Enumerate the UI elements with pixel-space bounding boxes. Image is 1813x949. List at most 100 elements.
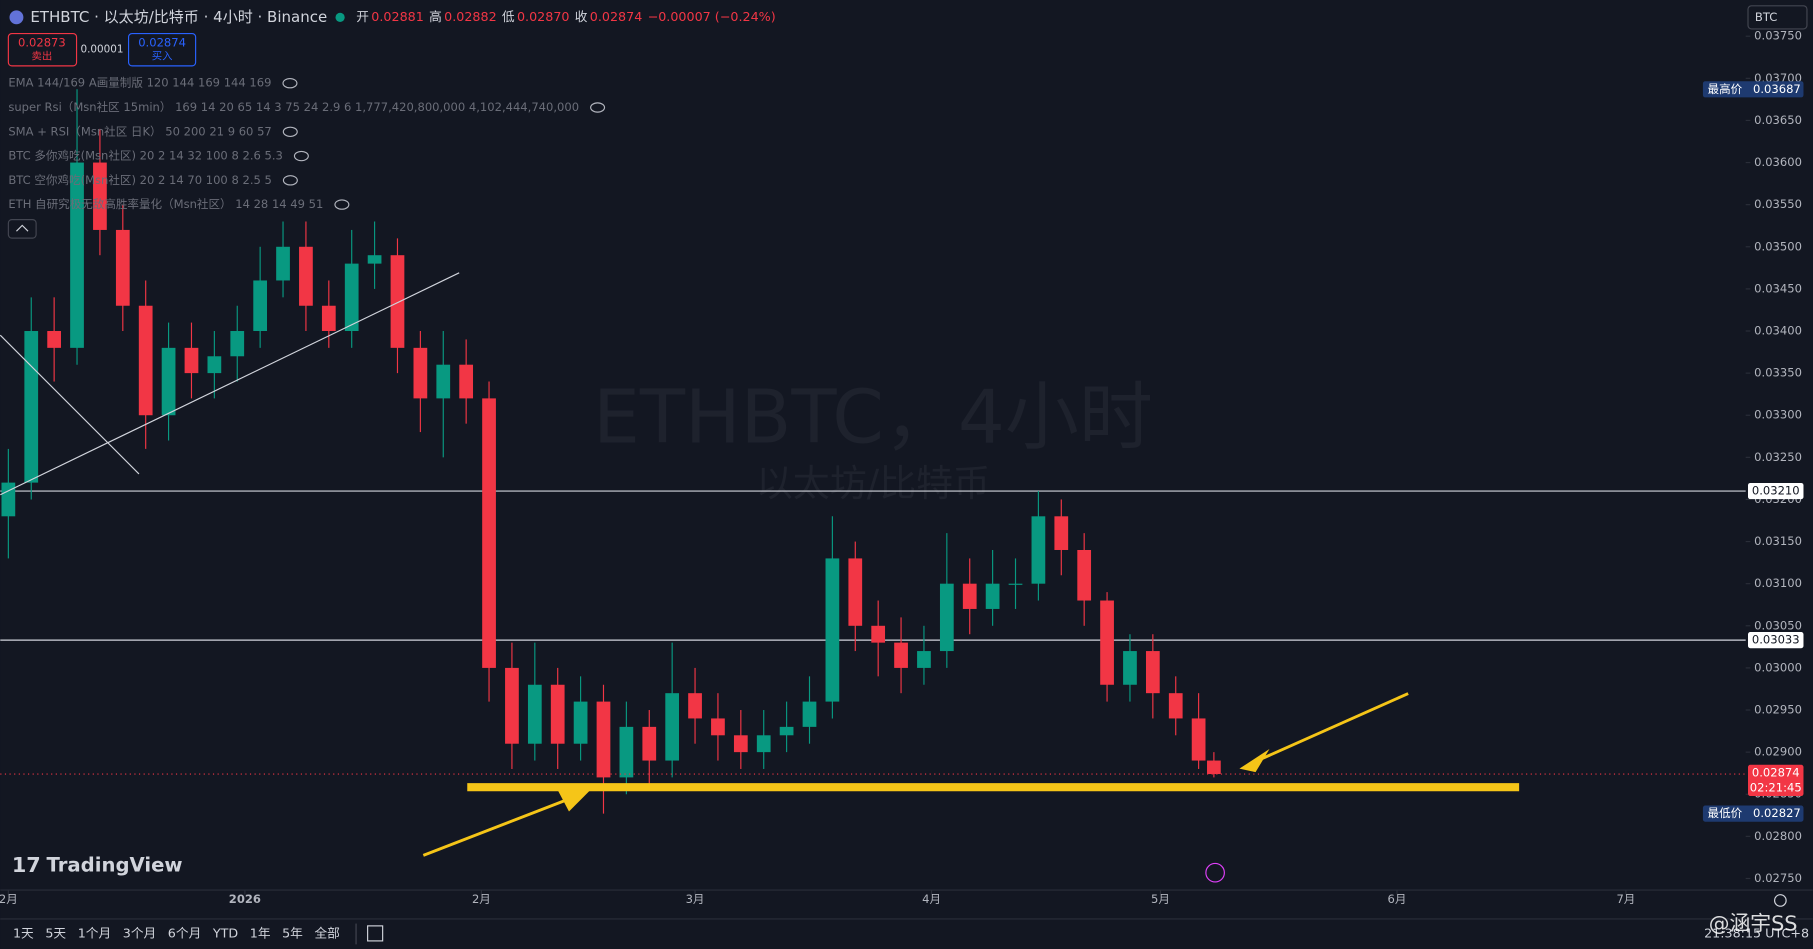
candle-body xyxy=(985,583,1000,609)
ohlc-value: 0.02882 xyxy=(444,9,497,24)
candle-body xyxy=(505,667,519,744)
x-tick-label: 2月 xyxy=(472,892,491,906)
range-button[interactable]: 5年 xyxy=(282,925,303,940)
ohlc: 开 0.02881 高 0.02882 低 0.02870 收 0.02874 −0.00007… xyxy=(356,9,775,24)
y-tick-label: 0.03050 xyxy=(1754,618,1802,632)
toolbar: 1天 5天 1个月 3个月 6个月 YTD 1年 5年 全部 xyxy=(13,923,384,945)
event-icon[interactable] xyxy=(1205,862,1225,883)
candle-body xyxy=(688,693,702,719)
y-tick-label: 0.03750 xyxy=(1754,29,1802,43)
candle-body xyxy=(413,347,428,399)
range-button[interactable]: 1天 xyxy=(13,925,34,940)
logo-text: TradingView xyxy=(47,853,183,876)
candle-body xyxy=(70,162,84,348)
visibility-icon[interactable] xyxy=(590,102,606,113)
countdown: 02:21:45 xyxy=(1750,780,1802,794)
logo: 17 xyxy=(12,853,41,877)
candle-body xyxy=(47,331,62,348)
y-tick-label: 0.03650 xyxy=(1754,113,1802,127)
status-dot xyxy=(335,12,345,22)
sell-price[interactable]: 0.02873 xyxy=(18,35,66,49)
candle-body xyxy=(1100,600,1114,685)
candle-body xyxy=(161,347,176,416)
candle-body xyxy=(299,246,313,306)
sell-button[interactable] xyxy=(7,32,78,67)
visibility-icon[interactable] xyxy=(282,126,298,137)
buy-button[interactable] xyxy=(127,32,197,67)
candle-body xyxy=(230,331,245,357)
candle-body xyxy=(1168,693,1183,719)
candle-body xyxy=(802,701,817,727)
range-button[interactable]: YTD xyxy=(212,925,239,940)
watermark: ETHBTC，4小时 xyxy=(593,374,1153,460)
visibility-icon[interactable] xyxy=(282,175,298,186)
buy-price[interactable]: 0.02874 xyxy=(138,35,186,49)
credit: @涵宇SS xyxy=(1709,912,1798,936)
candle-body xyxy=(1123,651,1137,685)
candle-body xyxy=(367,255,382,264)
indicator: super Rsi（Msn社区 15min） 169 14 20 65 14 3… xyxy=(8,100,579,114)
candle-body xyxy=(825,558,840,702)
candle-body xyxy=(390,255,405,348)
y-tick-label: 0.03500 xyxy=(1754,239,1802,253)
range-button[interactable]: 1个月 xyxy=(78,925,112,940)
range-button[interactable]: 5天 xyxy=(45,925,66,940)
x-tick-label: 2月 xyxy=(0,892,18,906)
spread: 0.00001 xyxy=(81,44,124,56)
buy-label[interactable]: 买入 xyxy=(152,51,173,63)
arrow-head xyxy=(557,789,590,812)
trend-line xyxy=(0,272,460,496)
indicator: BTC 多你鸡吃(Msn社区) 20 2 14 32 100 8 2.6 5.3 xyxy=(8,149,283,163)
x-tick-label: 5月 xyxy=(1151,892,1170,906)
currency-select[interactable] xyxy=(1747,5,1808,30)
high_marker-label: 最高价 xyxy=(1708,82,1743,96)
candle-body xyxy=(894,642,908,668)
visibility-icon[interactable] xyxy=(282,78,298,89)
y-tick-label: 0.03100 xyxy=(1754,576,1802,590)
collapse-button[interactable] xyxy=(7,219,37,239)
candle-body xyxy=(871,625,886,643)
candle-body xyxy=(733,735,748,753)
arrow xyxy=(422,798,568,857)
candle-body xyxy=(619,726,634,778)
date-range-icon[interactable] xyxy=(367,925,384,942)
candle-body xyxy=(527,684,542,744)
visibility-icon[interactable] xyxy=(293,150,309,162)
range-button[interactable]: 3个月 xyxy=(123,925,157,940)
currency[interactable]: BTC xyxy=(1755,10,1777,24)
candle-body xyxy=(550,684,565,744)
y-tick-label: 0.02900 xyxy=(1754,745,1802,759)
low_marker-box xyxy=(1702,805,1804,822)
range-button[interactable]: 1年 xyxy=(250,925,271,940)
candle-body xyxy=(344,263,359,332)
x-tick-label: 2026 xyxy=(229,892,261,906)
low_marker-value: 0.02827 xyxy=(1753,806,1801,820)
y-tick-label: 0.03000 xyxy=(1754,660,1802,674)
ohlc-label: 收 xyxy=(575,9,588,24)
candle-body xyxy=(436,364,451,399)
candle-body xyxy=(207,356,222,374)
ohlc-label: 低 xyxy=(502,9,515,24)
candle-body xyxy=(1207,760,1221,775)
candle-body xyxy=(711,718,725,736)
indicators: EMA 144/169 A画量制版 120 144 169 144 169 sup… xyxy=(8,76,606,211)
indicator: EMA 144/169 A画量制版 120 144 169 144 169 xyxy=(8,76,271,90)
change: −0.00007 (−0.24%) xyxy=(648,9,776,24)
candle-body xyxy=(1191,718,1206,761)
y-tick-label: 0.03300 xyxy=(1754,408,1802,422)
settings-icon[interactable] xyxy=(1774,894,1787,907)
candle-body xyxy=(962,583,977,609)
candle-body xyxy=(276,246,290,281)
range-button[interactable]: 6个月 xyxy=(168,925,202,940)
symbol[interactable]: ETHBTC · 以太坊/比特币 · 4小时 · Binance xyxy=(30,8,327,26)
collapse-icon xyxy=(16,224,29,232)
candle-body xyxy=(321,305,336,332)
candle-body xyxy=(1077,549,1092,601)
candle-body xyxy=(1145,651,1160,694)
y-tick-label: 0.03250 xyxy=(1754,450,1802,464)
visibility-icon[interactable] xyxy=(334,199,350,210)
range-button[interactable]: 全部 xyxy=(314,925,340,940)
sell-label[interactable]: 卖出 xyxy=(31,50,52,63)
candle-body xyxy=(1054,516,1069,550)
